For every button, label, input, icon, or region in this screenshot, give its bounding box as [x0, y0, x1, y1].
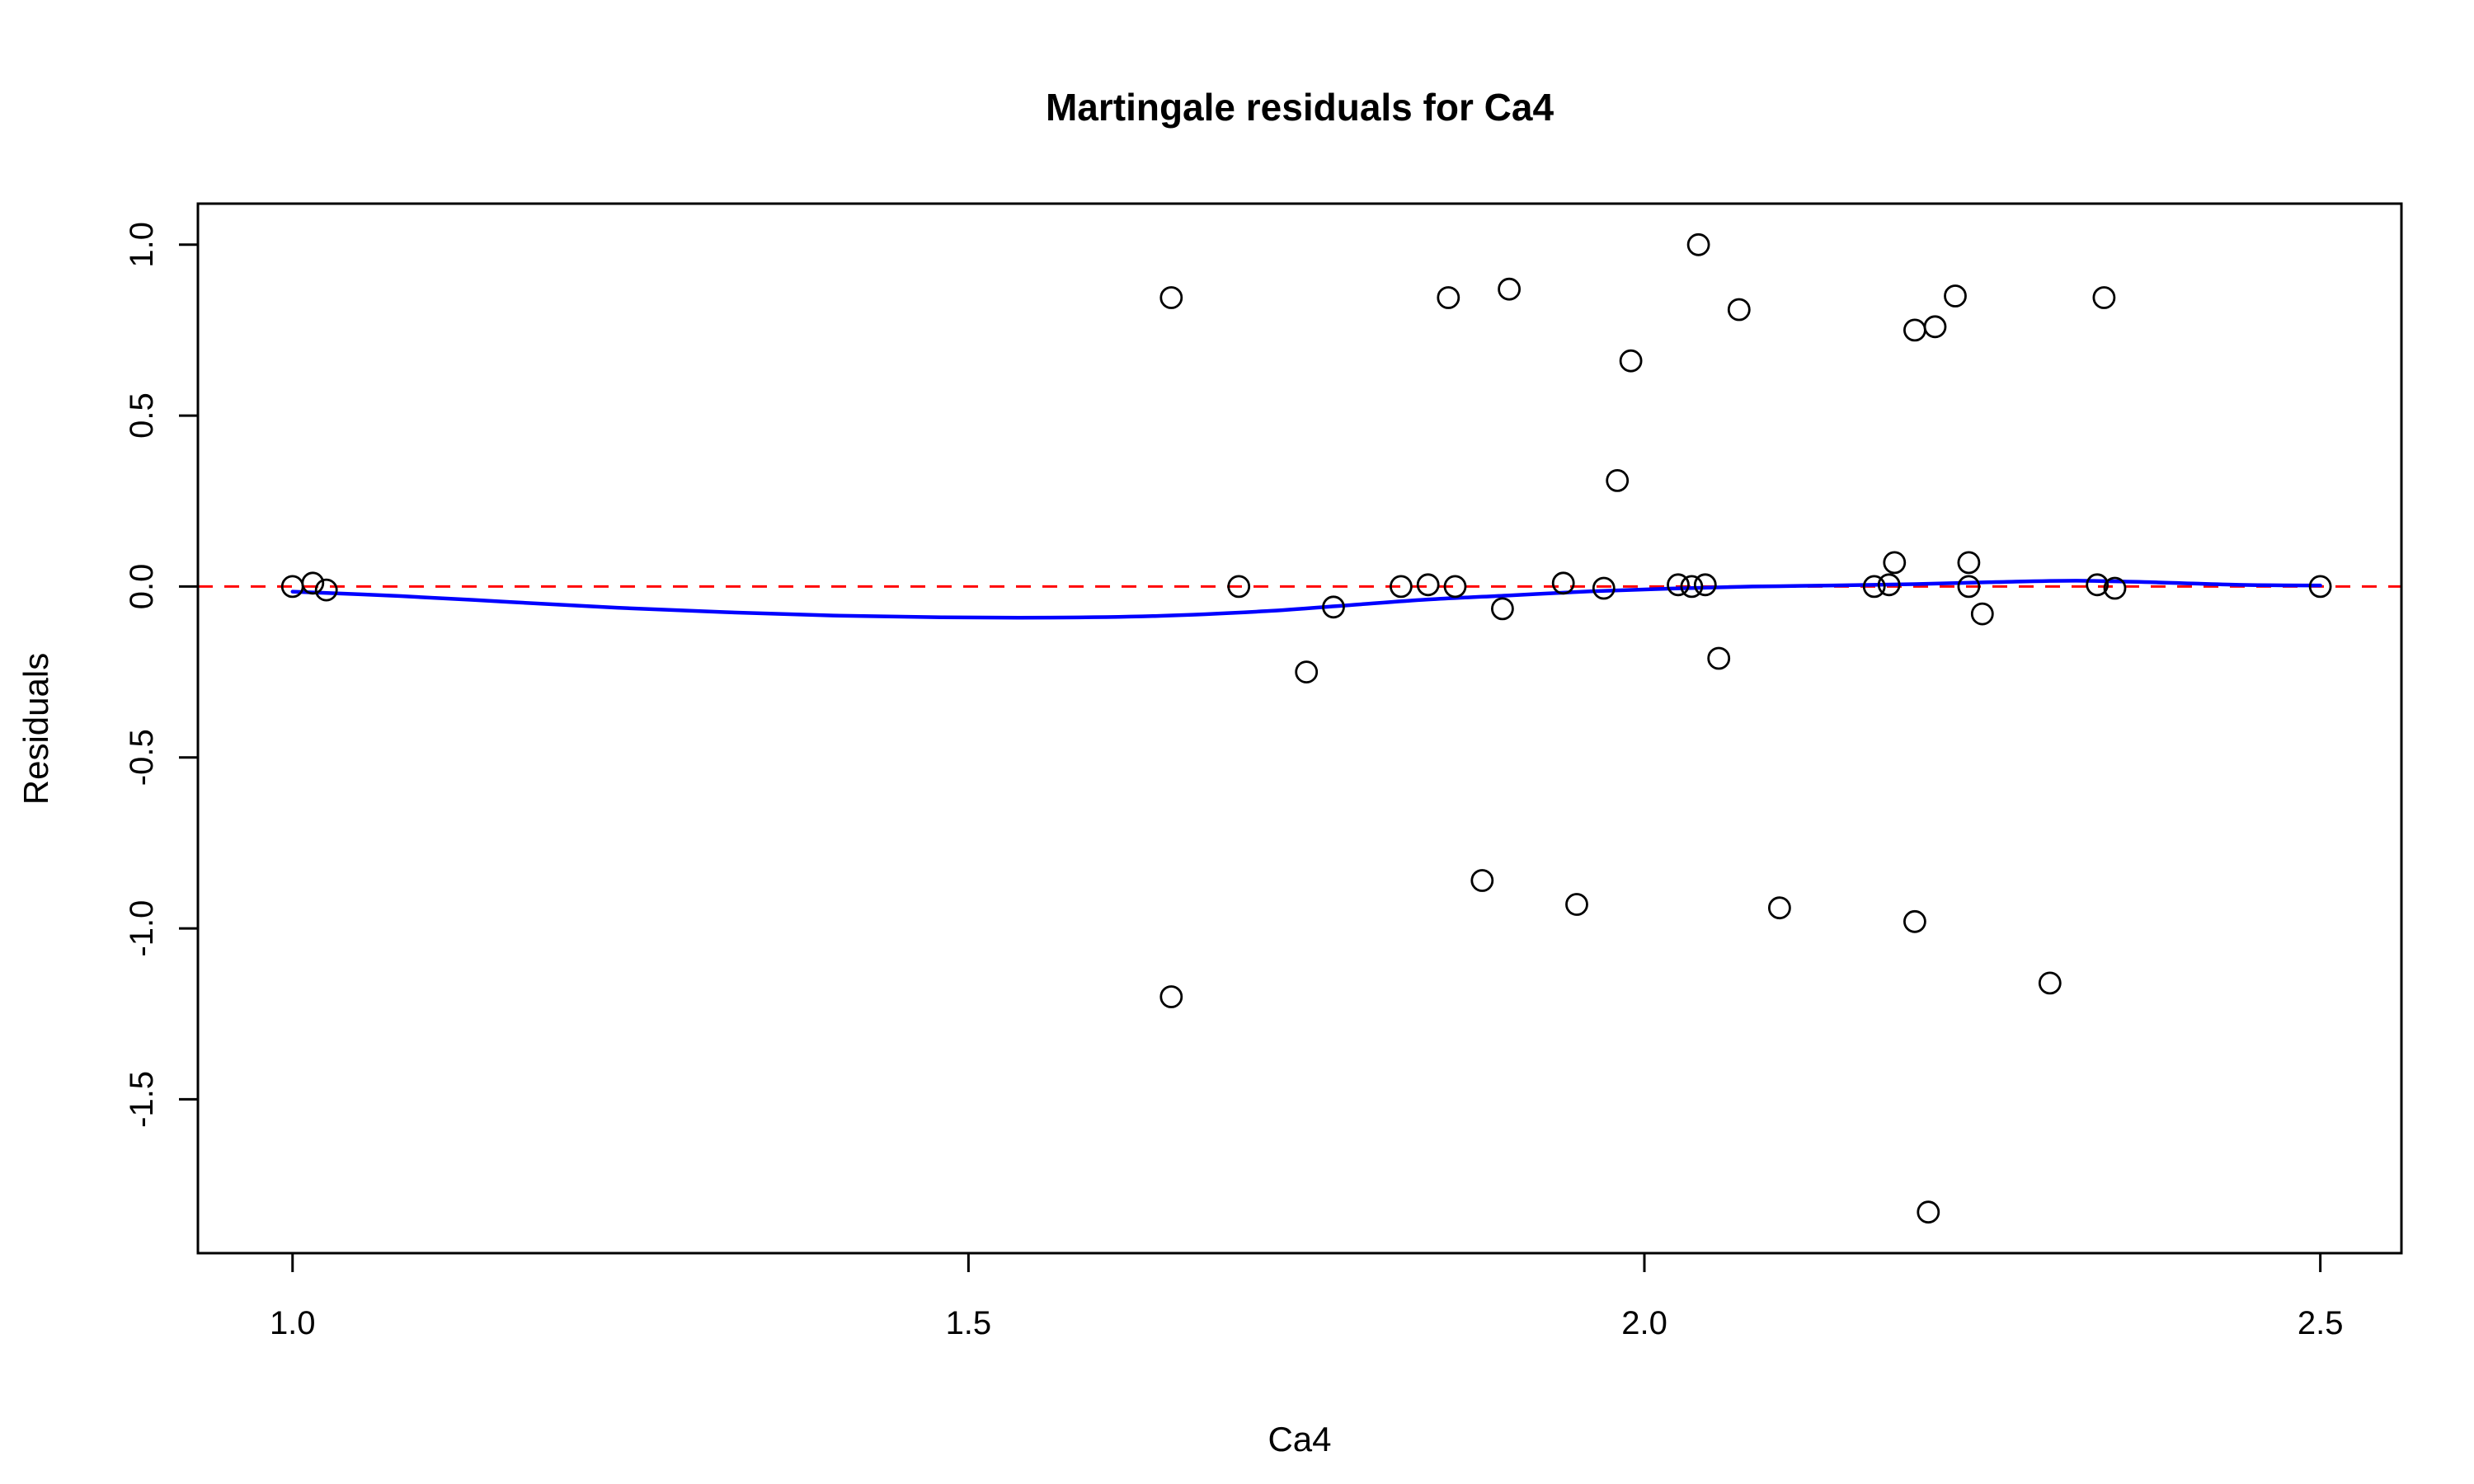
y-axis-label: Residuals [16, 653, 55, 805]
data-point [1970, 602, 1994, 626]
data-point [1923, 315, 1947, 339]
data-point [1619, 349, 1643, 373]
data-point [1437, 286, 1460, 309]
data-point [301, 571, 325, 595]
data-point [2086, 573, 2109, 597]
data-point [1667, 573, 1690, 597]
y-tick-label: -1.5 [124, 1071, 160, 1128]
data-point [1903, 318, 1926, 342]
data-point [1767, 896, 1791, 920]
plot-border [196, 202, 2403, 1255]
data-point [1322, 595, 1345, 619]
data-point [1957, 551, 1981, 575]
x-axis-label: Ca4 [1268, 1420, 1331, 1458]
y-tick-label: 0.0 [124, 564, 160, 610]
data-point [1680, 575, 1704, 599]
plot-title: Martingale residuals for Ca4 [1046, 86, 1554, 129]
data-point [2092, 286, 2116, 309]
data-point [1877, 573, 1901, 597]
data-point [1693, 573, 1717, 597]
data-point [1883, 551, 1907, 575]
data-point [1416, 573, 1440, 597]
data-point [314, 578, 338, 602]
data-point [1159, 286, 1183, 309]
x-tick-label: 2.0 [1621, 1305, 1667, 1341]
data-point [1862, 575, 1886, 599]
data-point [1917, 1200, 1940, 1224]
data-point [1443, 575, 1467, 599]
data-point [1727, 298, 1751, 322]
data-point [1686, 232, 1710, 256]
y-tick-label: -1.0 [124, 900, 160, 957]
data-point [1470, 869, 1494, 892]
data-point [1592, 576, 1616, 600]
data-point [1606, 469, 1630, 492]
x-tick-label: 2.5 [2298, 1305, 2344, 1341]
data-point [1491, 597, 1514, 621]
data-point [1707, 646, 1731, 670]
y-tick-label: 1.0 [124, 222, 160, 268]
data-point [1957, 575, 1981, 599]
y-tick-label: -0.5 [124, 729, 160, 786]
x-tick-label: 1.0 [270, 1305, 316, 1341]
lowess-smooth-line [290, 579, 2322, 620]
x-tick-label: 1.5 [946, 1305, 992, 1341]
data-point [2308, 575, 2332, 599]
data-point [1159, 985, 1183, 1008]
y-tick-label: 0.5 [124, 392, 160, 439]
data-point [1295, 660, 1319, 683]
data-point [1498, 277, 1521, 301]
data-point [1551, 571, 1575, 595]
data-point [1903, 909, 1926, 933]
data-point [1944, 284, 1967, 308]
data-point [2038, 971, 2062, 995]
plot-layer: 1.0 1.5 2.0 2.5 1.0 0.5 0.0 -0.5 -1.0 -1.5 [124, 202, 2403, 1341]
data-point [1390, 575, 1413, 599]
data-point [1227, 575, 1251, 599]
data-point [2103, 576, 2127, 600]
data-point [1565, 893, 1588, 916]
